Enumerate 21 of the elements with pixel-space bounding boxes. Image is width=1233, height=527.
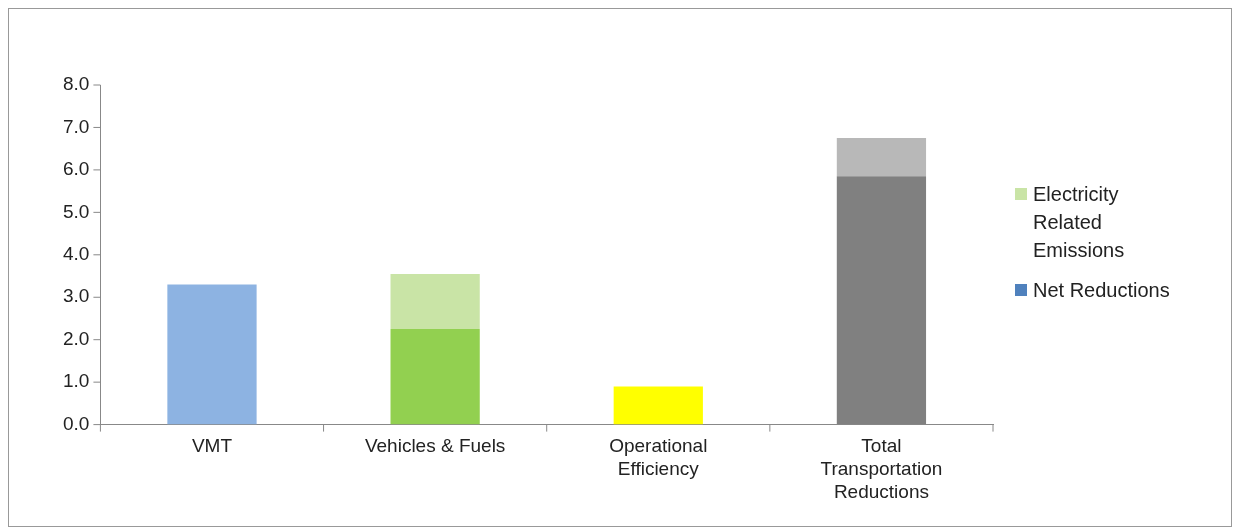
bar bbox=[836, 176, 927, 425]
y-tick-label: 4.0 bbox=[62, 243, 90, 265]
bar bbox=[390, 273, 480, 330]
y-tick-label: 2.0 bbox=[62, 327, 90, 349]
y-tick-label: 8.0 bbox=[62, 73, 90, 95]
bar bbox=[836, 138, 927, 177]
y-tick-label: 1.0 bbox=[62, 370, 90, 392]
x-tick-label: Vehicles & Fuels bbox=[364, 435, 506, 457]
bar bbox=[167, 284, 257, 425]
bar bbox=[390, 329, 480, 425]
y-tick-label: 5.0 bbox=[62, 200, 90, 222]
y-tick-label: 7.0 bbox=[62, 115, 90, 137]
legend-label: Electricity Related Emissions bbox=[1033, 182, 1126, 263]
y-tick-label: 3.0 bbox=[62, 285, 90, 307]
x-tick-label: Operational Efficiency bbox=[609, 435, 708, 480]
text: Net Reductions bbox=[1033, 278, 1171, 303]
x-tick-label: Total Transportation Reductions bbox=[820, 435, 943, 502]
y-tick-label: 0.0 bbox=[62, 412, 90, 434]
bar bbox=[613, 386, 703, 425]
x-tick-label: VMT bbox=[191, 435, 233, 457]
y-tick-label: 6.0 bbox=[62, 158, 90, 180]
